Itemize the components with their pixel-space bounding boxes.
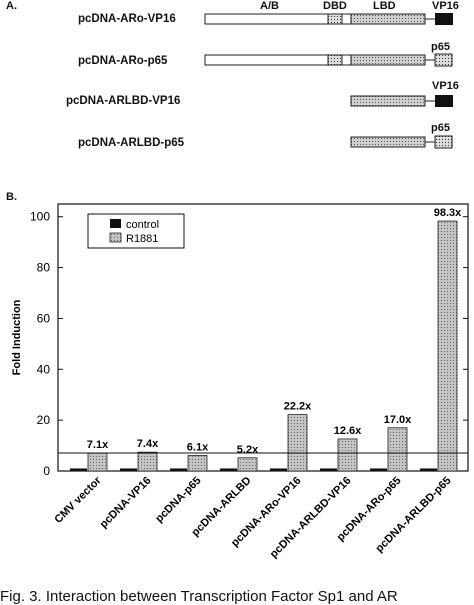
category-label: pcDNA-VP16 <box>98 475 154 531</box>
panel-a-label: A. <box>6 0 17 12</box>
figure-caption: Fig. 3. Interaction between Transcriptio… <box>0 588 398 605</box>
construct-aro-vp16 <box>204 13 453 25</box>
legend-swatch-control <box>110 219 121 228</box>
control-bar <box>70 468 87 471</box>
control-bar <box>170 468 187 471</box>
control-bar <box>220 468 237 471</box>
construct-label-aro-p65: pcDNA-ARo-p65 <box>78 55 168 67</box>
construct-aro-p65 <box>204 53 453 67</box>
lbd-domain-header: LBD <box>373 0 396 12</box>
p65-domain <box>434 53 453 67</box>
data-label: 5.2x <box>237 444 259 456</box>
r1881-bar <box>287 414 308 472</box>
category-label: CMV vector <box>52 474 104 526</box>
r1881-bar <box>387 427 408 472</box>
p65-tag-label-1: p65 <box>431 41 450 53</box>
r1881-bar <box>437 220 458 472</box>
dbd-domain-header: DBD <box>323 0 347 12</box>
data-label: 12.6x <box>334 425 362 437</box>
construct-arlbd-vp16 <box>350 95 453 107</box>
legend-swatch-r1881 <box>109 232 122 243</box>
construct-label-arlbd-vp16: pcDNA-ARLBD-VP16 <box>66 95 181 107</box>
p65-domain <box>434 135 453 149</box>
dbd-domain <box>327 13 343 25</box>
construct-arlbd-p65 <box>350 135 453 149</box>
bar-chart: 0 20 40 60 80 100 Fold Induction 7.1x CMV vector… <box>11 203 469 561</box>
lbd-domain <box>350 95 426 107</box>
ab-domain <box>204 54 329 66</box>
construct-label-aro-vp16: pcDNA-ARo-VP16 <box>78 13 176 25</box>
construct-diagrams <box>204 13 453 149</box>
r1881-bar <box>237 457 258 472</box>
vp16-domain <box>435 13 453 25</box>
y-tick-label: 60 <box>37 311 51 325</box>
control-bar <box>420 468 437 471</box>
dbd-domain <box>327 54 343 66</box>
data-label: 7.4x <box>137 438 159 450</box>
hinge-domain <box>341 13 352 25</box>
ab-domain-header: A/B <box>260 0 279 12</box>
plot-frame <box>57 203 469 472</box>
lbd-domain <box>350 54 426 66</box>
r1881-bar <box>137 451 158 472</box>
p65-tag-label-3: p65 <box>431 122 450 134</box>
vp16-domain-header: VP16 <box>432 0 459 12</box>
data-label: 7.1x <box>87 439 109 451</box>
ab-domain <box>204 13 329 25</box>
data-label: 22.2x <box>284 401 312 413</box>
legend-label-r1881: R1881 <box>126 233 158 245</box>
y-tick-label: 100 <box>30 210 50 224</box>
control-bar <box>120 468 137 471</box>
category-label: pcDNA-ARLBD-VP16 <box>268 475 354 561</box>
control-bar <box>270 468 287 471</box>
hinge-domain <box>341 54 352 66</box>
r1881-bar <box>337 438 358 472</box>
y-tick-label: 40 <box>37 362 51 376</box>
lbd-domain <box>350 136 426 148</box>
r1881-bar <box>87 452 108 472</box>
y-axis-label: Fold Induction <box>11 299 23 375</box>
lbd-domain <box>350 13 426 25</box>
data-label: 98.3x <box>434 207 462 219</box>
control-bar <box>320 468 337 471</box>
r1881-bar <box>187 455 208 472</box>
vp16-domain <box>435 95 453 107</box>
panel-b-label: B. <box>6 191 17 203</box>
construct-label-arlbd-p65: pcDNA-ARLBD-p65 <box>78 137 185 149</box>
y-tick-label: 80 <box>37 261 51 275</box>
data-label: 17.0x <box>384 414 412 426</box>
y-tick-label: 20 <box>37 413 51 427</box>
control-bar <box>370 468 387 471</box>
legend-label-control: control <box>126 219 159 231</box>
y-tick-label: 0 <box>43 464 50 478</box>
vp16-tag-label-2: VP16 <box>432 80 459 92</box>
legend-box <box>87 213 185 249</box>
category-label: pcDNA-p65 <box>153 475 203 525</box>
data-label: 6.1x <box>187 441 209 453</box>
